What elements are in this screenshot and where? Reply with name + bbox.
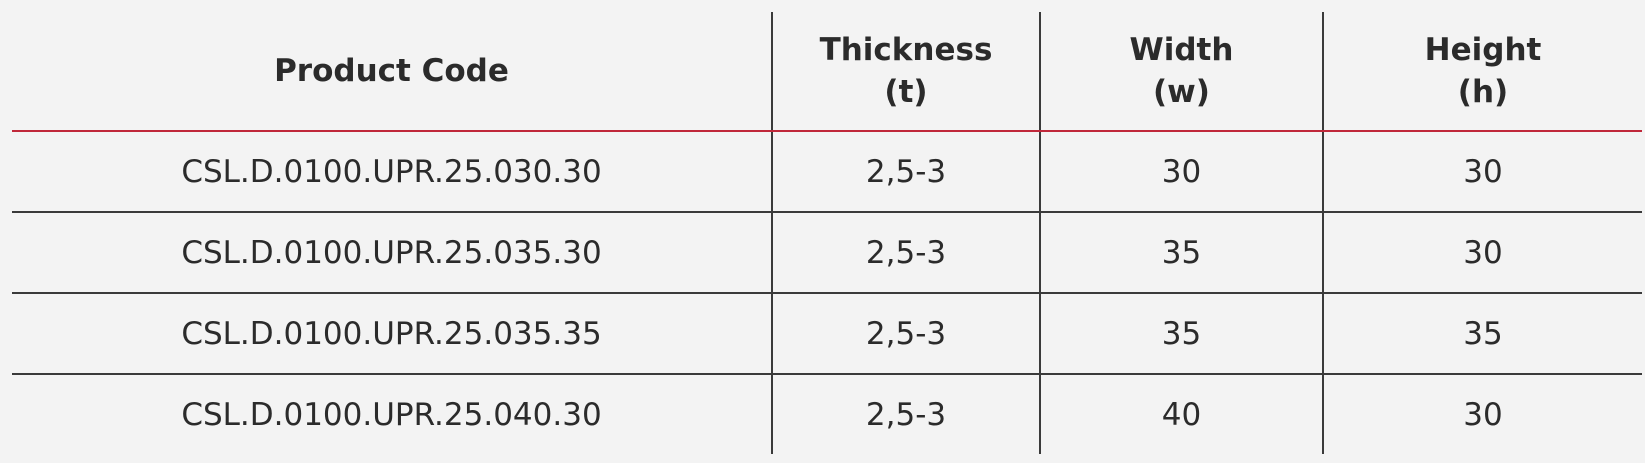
header-width-label: Width [1129,32,1234,68]
cell-thickness: 2,5-3 [771,131,1040,213]
header-width: Width (w) [1039,12,1323,132]
table-row: CSL.D.0100.UPR.25.030.30 2,5-3 30 30 [12,131,1642,213]
header-width-symbol: (w) [1153,74,1210,110]
cell-height: 30 [1322,212,1642,294]
cell-thickness: 2,5-3 [771,374,1040,454]
header-thickness-label: Thickness [819,32,993,68]
header-row: Product Code Thickness (t) Width (w) Hei… [12,12,1642,132]
table-row: CSL.D.0100.UPR.25.035.35 2,5-3 35 35 [12,293,1642,375]
cell-product-code: CSL.D.0100.UPR.25.035.30 [12,212,772,294]
header-product-code: Product Code [12,12,772,132]
table-row: CSL.D.0100.UPR.25.040.30 2,5-3 40 30 [12,374,1642,454]
cell-height: 30 [1322,374,1642,454]
cell-product-code: CSL.D.0100.UPR.25.030.30 [12,131,772,213]
cell-width: 35 [1039,212,1323,294]
cell-thickness: 2,5-3 [771,293,1040,375]
cell-product-code: CSL.D.0100.UPR.25.040.30 [181,396,602,433]
header-thickness: Thickness (t) [771,12,1040,132]
header-height-label: Height [1424,32,1542,68]
header-height: Height (h) [1322,12,1642,132]
cell-thickness: 2,5-3 [771,212,1040,294]
cell-height: 35 [1322,293,1642,375]
cell-width: 30 [1039,131,1323,213]
header-height-symbol: (h) [1457,74,1509,110]
cell-height: 30 [1322,131,1642,213]
cell-width: 40 [1039,374,1323,454]
product-spec-table: Product Code Thickness (t) Width (w) Hei… [12,12,1642,454]
table-row: CSL.D.0100.UPR.25.035.30 2,5-3 35 30 [12,212,1642,294]
header-product-code-label: Product Code [274,53,509,89]
cell-width: 35 [1039,293,1323,375]
header-thickness-symbol: (t) [884,74,928,110]
cell-product-code: CSL.D.0100.UPR.25.035.35 [12,293,772,375]
